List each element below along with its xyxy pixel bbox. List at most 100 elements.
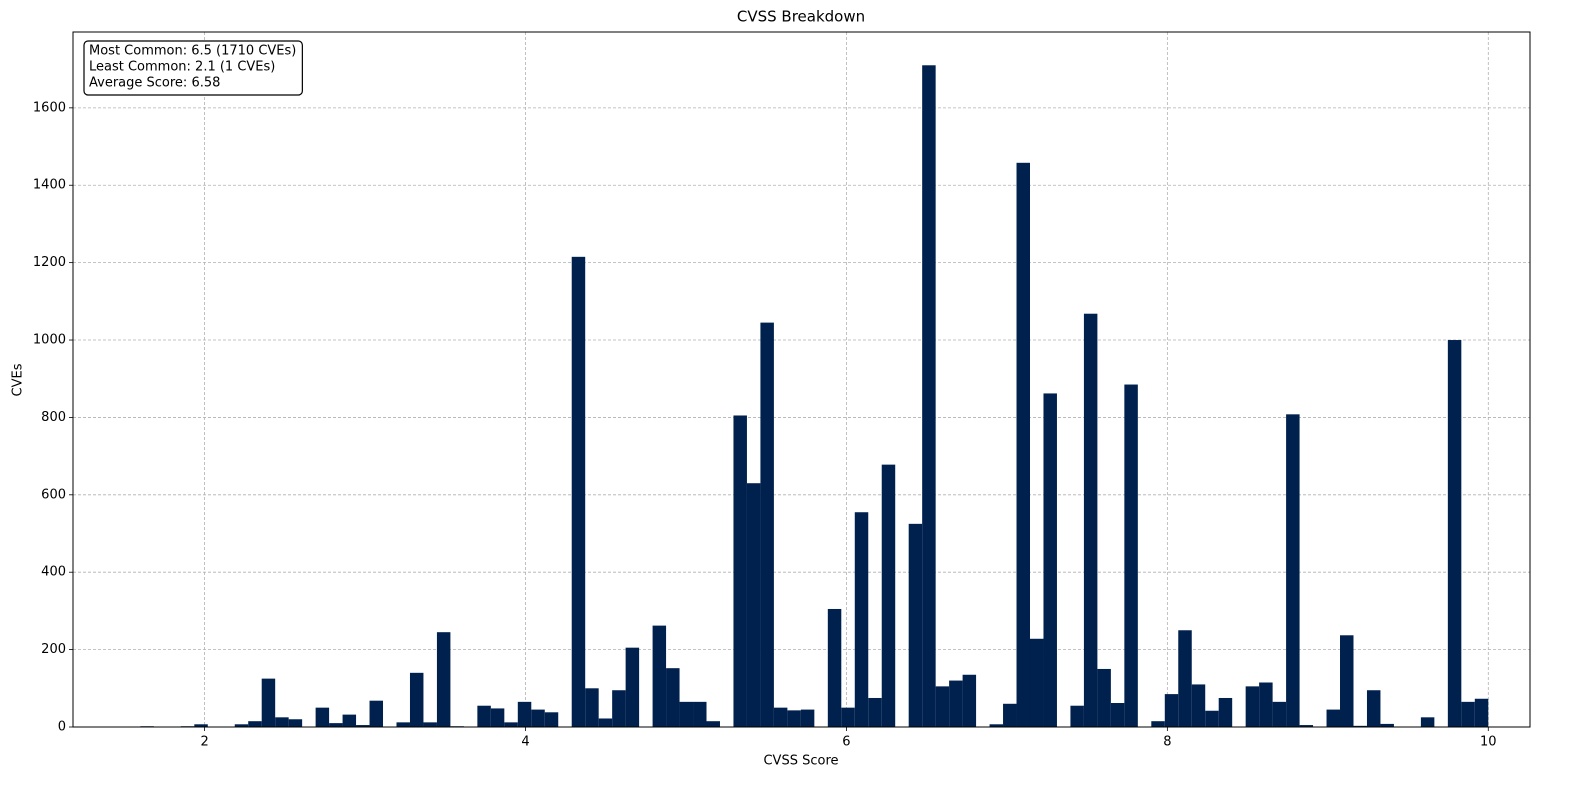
bar [1191,684,1206,727]
x-tick-label: 4 [521,735,529,750]
bar [261,678,276,727]
bar [1380,723,1394,727]
bar [1029,638,1044,727]
bar [854,512,869,727]
bar [356,725,370,727]
bar [1340,635,1354,727]
x-tick-label: 6 [842,735,850,750]
bar [868,697,882,727]
y-tick-label: 400 [41,565,66,580]
bar [342,714,357,727]
x-axis-label: CVSS Score [763,754,838,769]
annotation-line: Least Common: 2.1 (1 CVEs) [89,60,275,75]
x-tick-label: 8 [1163,735,1171,750]
bar [234,724,249,727]
bar [423,722,437,727]
bar [908,523,923,727]
annotation-line: Average Score: 6.58 [89,76,220,91]
bar [922,65,936,727]
y-tick-label: 1600 [33,100,66,115]
bar [800,709,815,727]
bar [706,721,720,727]
bar [1272,701,1287,727]
bar [194,724,208,727]
x-tick-label: 2 [200,735,208,750]
annotation-line: Most Common: 6.5 (1710 CVEs) [89,44,296,59]
bar [1447,340,1462,727]
bar [1003,703,1017,727]
bar [315,707,330,727]
y-tick-label: 600 [41,487,66,502]
bar [881,464,896,727]
bar [1043,393,1057,727]
bar [612,690,626,727]
bar [1474,698,1489,727]
bar [1151,721,1165,727]
bar [1286,414,1300,727]
bar [1097,668,1111,727]
bar [746,483,761,727]
bar [733,415,747,727]
bar [1461,701,1475,727]
bar [652,625,667,727]
bar [1070,705,1084,727]
bar [571,256,586,727]
bar [275,717,289,727]
bar [935,686,950,727]
x-tick-label: 10 [1480,735,1497,750]
bar [598,718,613,727]
bar [409,672,424,727]
bar [1016,162,1030,728]
bar [1178,630,1192,727]
bar [962,674,977,727]
bar [1299,725,1314,727]
annotation-box [83,40,303,96]
y-tick-label: 1400 [33,178,66,193]
bar [760,322,774,727]
bar [1420,717,1435,727]
bar [1083,313,1098,727]
bar [1124,384,1138,727]
bar [841,707,855,727]
bar [585,688,599,727]
bar [490,708,505,727]
bar [369,700,384,727]
bar [1326,709,1341,727]
plot-frame [72,31,1531,728]
bar [1218,697,1233,727]
bar [504,722,518,727]
y-axis-label: CVEs [11,363,26,396]
bar [1353,725,1367,727]
chart-title: CVSS Breakdown [737,8,865,26]
bar [787,710,801,727]
bar [1366,690,1381,727]
bar [949,680,963,727]
bar [288,719,303,727]
bar [248,721,262,727]
y-tick-label: 1000 [33,333,66,348]
bar [396,722,410,727]
bar [1110,703,1125,727]
bar [827,608,842,727]
bar [531,709,545,727]
bar [544,712,559,727]
bar [625,647,640,727]
bar [436,632,451,727]
bar [329,723,343,727]
bar [773,707,788,727]
bar [477,705,491,727]
y-tick-label: 1200 [33,255,66,270]
y-tick-label: 0 [58,720,66,735]
bar [1205,710,1219,727]
bar [693,701,707,727]
bar [517,701,532,727]
bar [666,668,680,727]
y-tick-label: 200 [41,642,66,657]
y-tick-label: 800 [41,410,66,425]
bar [1245,686,1260,727]
bar [1259,682,1273,727]
bar [679,701,694,727]
bar [989,724,1004,727]
bar [1164,694,1179,727]
